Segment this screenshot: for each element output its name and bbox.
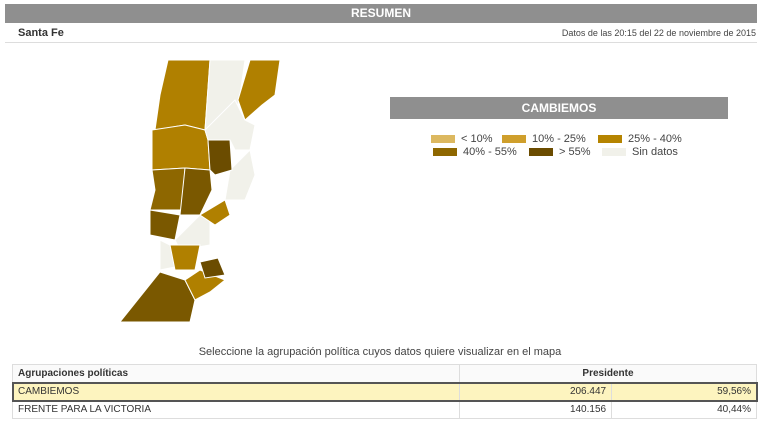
region[interactable] (184, 269, 226, 301)
legend-label: < 10% (461, 133, 493, 145)
legend-item: 40% - 55% (433, 146, 517, 158)
table-row: FRENTE PARA LA VICTORIA 140.156 40,44% (12, 400, 757, 419)
legend-swatch (598, 135, 622, 144)
legend-swatch (529, 148, 553, 157)
header-bar: RESUMEN (5, 4, 757, 23)
region[interactable] (169, 244, 201, 271)
legend-swatch (431, 135, 455, 144)
instruction: Seleccione la agrupación política cuyos … (198, 346, 562, 358)
region[interactable] (237, 59, 281, 121)
legend-item: 25% - 40% (598, 133, 682, 145)
column-header: Agrupaciones políticas (12, 364, 460, 383)
legend-label: > 55% (559, 146, 591, 158)
region[interactable] (118, 271, 196, 323)
timestamp: Datos de las 20:15 del 22 de noviembre d… (561, 28, 756, 38)
legend-label: 40% - 55% (463, 146, 517, 158)
table-cell: CAMBIEMOS (12, 382, 460, 401)
legend-item: Sin datos (602, 146, 678, 158)
region[interactable] (179, 167, 213, 216)
region[interactable] (149, 209, 181, 241)
legend-item: 10% - 25% (502, 133, 586, 145)
region[interactable] (199, 199, 231, 226)
column-header: Presidente (459, 364, 757, 383)
region[interactable] (207, 139, 233, 176)
region[interactable] (154, 59, 211, 131)
legend-bar: CAMBIEMOS (390, 97, 728, 119)
table-row: CAMBIEMOS 206.447 59,56% (11, 381, 758, 402)
header-title: RESUMEN (350, 6, 411, 20)
province: Santa Fe (18, 27, 64, 39)
legend-label: Sin datos (632, 146, 678, 158)
table-cell: FRENTE PARA LA VICTORIA (12, 400, 460, 419)
legend-label: 10% - 25% (532, 133, 586, 145)
legend-swatch (433, 148, 457, 157)
legend-label: 25% - 40% (628, 133, 682, 145)
legend-item: < 10% (431, 133, 493, 145)
region[interactable] (224, 148, 256, 201)
table-cell: 40,44% (611, 400, 757, 419)
region[interactable] (204, 99, 256, 151)
region[interactable] (149, 167, 186, 211)
map (118, 59, 281, 323)
legend-swatch (502, 135, 526, 144)
table-cell: 206.447 (458, 382, 613, 401)
header-row: Agrupaciones políticas Presidente (12, 364, 757, 383)
divider (5, 42, 757, 43)
results-table: Agrupaciones políticas Presidente CAMBIE… (11, 364, 758, 419)
legend-title: CAMBIEMOS (521, 101, 597, 115)
legend-swatch (602, 148, 626, 157)
legend-item: > 55% (529, 146, 591, 158)
table-cell: 59,56% (611, 382, 757, 401)
table-cell: 140.156 (458, 400, 613, 419)
region[interactable] (151, 124, 211, 171)
region[interactable] (199, 257, 226, 279)
